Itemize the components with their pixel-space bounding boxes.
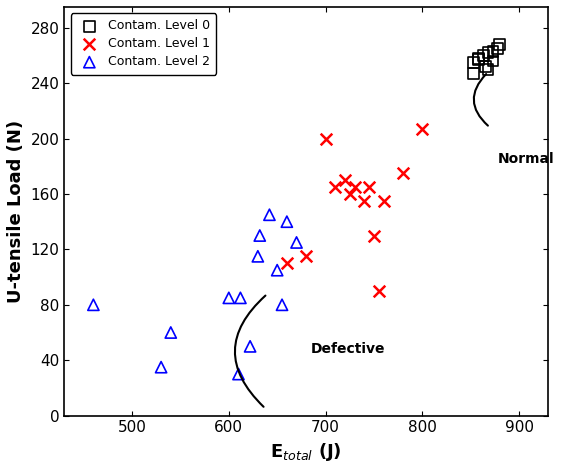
X-axis label: E$_{total}$ (J): E$_{total}$ (J) [271,441,342,463]
Contam. Level 0 [488,47,498,55]
Contam. Level 0 [495,40,504,48]
Y-axis label: U-tensile Load (N): U-tensile Load (N) [7,120,25,303]
Contam. Level 1 [302,252,311,260]
Contam. Level 1 [398,169,408,177]
Contam. Level 1 [379,197,388,204]
Contam. Level 0 [469,59,478,66]
Contam. Level 1 [282,259,291,267]
Contam. Level 2 [236,294,245,302]
Contam. Level 2 [246,343,255,350]
Contam. Level 0 [483,49,492,56]
Contam. Level 1 [370,232,379,239]
Contam. Level 1 [418,125,427,133]
Contam. Level 0 [493,45,502,52]
Contam. Level 1 [321,135,330,142]
Contam. Level 2 [292,239,301,246]
Contam. Level 2 [282,218,291,226]
Legend: Contam. Level 0, Contam. Level 1, Contam. Level 2: Contam. Level 0, Contam. Level 1, Contam… [71,13,216,75]
Contam. Level 2 [234,370,243,378]
Contam. Level 0 [481,63,490,70]
Contam. Level 0 [474,55,483,62]
Contam. Level 1 [374,287,383,295]
Contam. Level 2 [277,301,286,309]
Contam. Level 2 [273,266,282,274]
Contam. Level 1 [365,183,374,191]
Contam. Level 1 [360,197,369,204]
Text: Normal: Normal [498,152,554,166]
Contam. Level 1 [331,183,340,191]
Contam. Level 2 [157,363,166,371]
Contam. Level 0 [488,57,498,65]
Contam. Level 0 [479,52,488,59]
Contam. Level 2 [265,211,274,219]
Contam. Level 1 [350,183,359,191]
Contam. Level 0 [483,65,492,73]
Contam. Level 2 [224,294,233,302]
Contam. Level 2 [254,252,263,260]
Contam. Level 1 [345,190,354,198]
Contam. Level 2 [89,301,98,309]
Contam. Level 1 [340,176,349,184]
Contam. Level 0 [474,56,483,63]
Text: Defective: Defective [311,342,385,356]
Contam. Level 2 [255,232,264,239]
Contam. Level 2 [166,329,175,336]
Contam. Level 0 [469,70,478,77]
